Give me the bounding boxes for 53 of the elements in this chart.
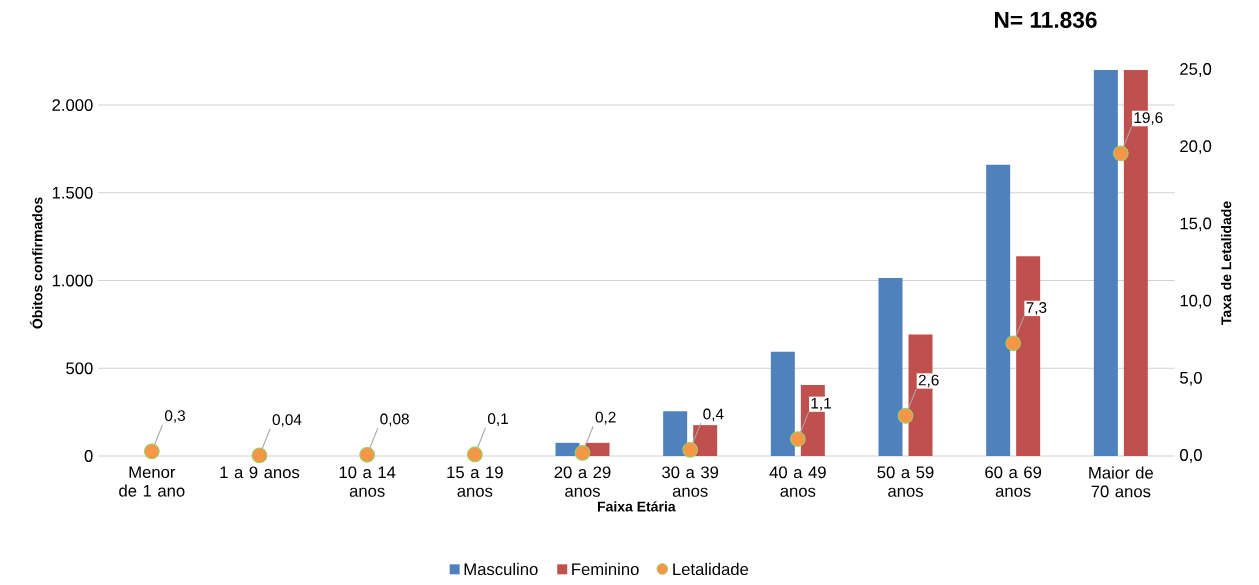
data-label: 1,1 xyxy=(811,397,831,411)
point xyxy=(897,407,914,424)
y2-tick-label: 25,0 xyxy=(1180,63,1212,77)
y-tick-label: 500 xyxy=(66,362,93,375)
point xyxy=(466,446,483,463)
data-label: 0,1 xyxy=(487,413,508,426)
bar xyxy=(878,277,903,456)
bar xyxy=(986,164,1011,456)
bar xyxy=(1093,70,1118,456)
data-label: 0,3 xyxy=(164,410,185,423)
point xyxy=(789,431,806,447)
y-tick-label: 2.000 xyxy=(52,99,93,111)
point xyxy=(1005,335,1022,352)
x-tick-label: 10 a 14 anos xyxy=(339,466,396,497)
data-label: 0,04 xyxy=(272,414,302,427)
chart-title: N= 11.836 xyxy=(995,11,1097,28)
y2-tick-label: 20,0 xyxy=(1180,140,1212,155)
x-tick-label: 20 a 29 anos xyxy=(554,466,611,497)
y2-tick-label: 10,0 xyxy=(1180,294,1212,309)
y-tick-label: 0 xyxy=(84,450,93,462)
legend-label: Feminino xyxy=(572,562,639,576)
data-label: 7,3 xyxy=(1026,302,1047,315)
x-tick-label: 50 a 59 anos xyxy=(877,466,934,497)
y-tick-label: 1.500 xyxy=(52,186,93,199)
legend-label: Letalidade xyxy=(673,562,749,576)
x-tick-label: Maior de 70 anos xyxy=(1089,466,1153,498)
data-label: 0,08 xyxy=(380,413,409,427)
legend-label: Masculino xyxy=(464,562,538,576)
y-tick-label: 1.000 xyxy=(52,274,93,287)
y2-tick-label: 15,0 xyxy=(1180,217,1212,232)
x-axis-title: Faixa Etária xyxy=(597,501,676,512)
x-tick-label: 60 a 69 anos xyxy=(985,466,1042,497)
x-tick-label: 30 a 39 anos xyxy=(662,466,719,497)
point xyxy=(682,441,699,458)
point xyxy=(251,447,268,464)
data-label: 19,6 xyxy=(1134,112,1163,125)
x-tick-label: 1 a 9 anos xyxy=(220,466,300,479)
x-tick-label: 15 a 19 anos xyxy=(447,466,503,497)
data-label: 2,6 xyxy=(918,374,939,388)
bar xyxy=(770,351,795,456)
point xyxy=(574,445,591,461)
y2-axis-title: Taxa de Letalidade xyxy=(1220,201,1232,325)
y2-tick-label: 0,0 xyxy=(1180,449,1202,463)
bar xyxy=(663,411,688,456)
y-axis-title: Óbitos confirmados xyxy=(29,197,43,329)
x-tick-label: Menor de 1 ano xyxy=(119,466,185,497)
x-tick-label: 40 a 49 anos xyxy=(769,466,826,497)
data-label: 0,2 xyxy=(595,411,616,425)
y2-tick-label: 5,0 xyxy=(1180,371,1202,386)
point xyxy=(1112,145,1129,162)
point xyxy=(143,443,160,460)
point xyxy=(359,446,376,463)
data-label: 0,4 xyxy=(703,408,724,422)
